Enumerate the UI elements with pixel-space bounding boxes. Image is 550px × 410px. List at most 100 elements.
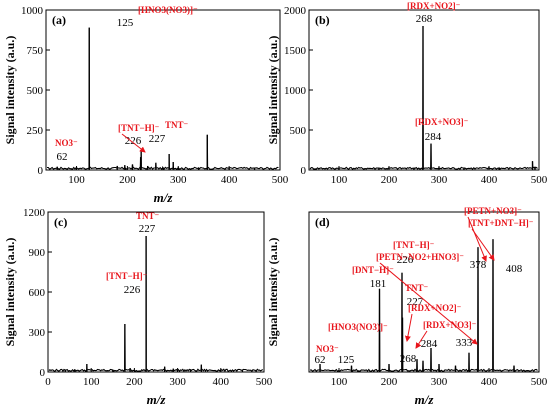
y-axis-label: Signal intensity (a.u.) (266, 36, 280, 145)
y-tick-label: 250 (27, 125, 44, 137)
panel-label: (c) (54, 215, 67, 229)
x-tick-label: 100 (83, 376, 100, 388)
y-tick-label: 2000 (284, 5, 307, 17)
peak-annotation-label: NO3⁻ (55, 138, 78, 148)
annotation-arrow (121, 133, 146, 153)
y-axis-label: Signal intensity (a.u.) (3, 238, 17, 347)
x-tick-label: 400 (221, 174, 238, 186)
y-tick-label: 1200 (23, 207, 46, 219)
panel-label: (d) (315, 215, 330, 229)
peak-mz-label: 226 (124, 284, 141, 296)
peak-mz-label: 268 (416, 13, 433, 25)
x-axis-label: m/z (415, 392, 435, 407)
peak-annotation-label: [HNO3(NO3)]⁻ (328, 322, 388, 332)
peak-annotation-label: NO3⁻ (316, 344, 339, 354)
x-tick-label: 500 (531, 376, 548, 388)
peak-mz-label: 333 (456, 337, 473, 349)
x-tick-label: 100 (331, 174, 348, 186)
spectrum-line (47, 27, 279, 171)
peak-mz-label: 227 (139, 223, 156, 235)
annotation-arrow (467, 216, 487, 262)
peak-mz-label: 408 (506, 263, 523, 275)
panel-c: 0 100 200 300 400 500 0 300 600 900 1200 (c) Signal … (3, 207, 273, 407)
y-tick-label: 750 (27, 45, 44, 57)
peak-mz-label: 226 (125, 135, 142, 147)
y-axis-label: Signal intensity (a.u.) (3, 36, 17, 145)
x-tick-label: 0 (45, 376, 51, 388)
peak-mz-label: 62 (57, 151, 68, 163)
peak-annotation-label: [HNO3(NO3)]⁻ (138, 5, 198, 15)
y-axis-label: Signal intensity (a.u.) (266, 238, 280, 347)
y-tick-label: 0 (40, 367, 46, 379)
peak-annotation-label: [TNT+DNT−H]⁻ (468, 218, 534, 228)
peak-annotation-label: [TNT−H]⁻ (106, 271, 148, 281)
y-tick-label: 1500 (284, 45, 307, 57)
panel-b: 100 200 300 400 500 0 500 1000 1500 2000 (b) Signal… (266, 1, 548, 186)
peak-annotation-label: [TNT−H]⁻ (118, 123, 160, 133)
y-tick-label: 500 (290, 125, 307, 137)
x-tick-label: 200 (381, 376, 398, 388)
x-tick-label: 100 (331, 376, 348, 388)
plot-frame (308, 211, 540, 373)
y-tick-label: 900 (29, 247, 46, 259)
x-tick-label: 200 (119, 174, 136, 186)
x-axis-label: m/z (147, 392, 167, 407)
peak-annotation-label: TNT⁻ (405, 283, 429, 293)
panel-d: 100 200 300 400 500 (d) Signal intensity (a.u.… (266, 206, 548, 407)
peak-mz-label: 181 (370, 278, 387, 290)
plot-frame (45, 9, 281, 171)
y-tick-label: 500 (27, 85, 44, 97)
peak-mz-label: 125 (117, 17, 134, 29)
x-tick-label: 200 (381, 174, 398, 186)
x-tick-label: 400 (213, 376, 230, 388)
x-tick-label: 500 (272, 174, 289, 186)
y-tick-label: 1000 (21, 5, 44, 17)
annotation-arrow (379, 262, 478, 345)
peak-mz-label: 125 (338, 354, 355, 366)
y-tick-label: 0 (38, 165, 44, 177)
y-tick-label: 1000 (284, 85, 307, 97)
plot-frame (308, 9, 540, 171)
x-tick-label: 100 (68, 174, 85, 186)
peak-mz-label: 284 (425, 131, 442, 143)
x-axis-label: m/z (154, 190, 174, 205)
x-tick-label: 300 (169, 376, 186, 388)
x-tick-label: 300 (431, 174, 448, 186)
peak-mz-label: 226 (397, 254, 414, 266)
peak-mz-label: 284 (421, 338, 438, 350)
x-tick-label: 500 (531, 174, 548, 186)
peak-annotation-label: [RDX+NO3]⁻ (423, 320, 477, 330)
x-tick-label: 300 (170, 174, 187, 186)
x-tick-label: 300 (431, 376, 448, 388)
panel-label: (a) (52, 13, 66, 27)
peak-annotation-label: [DNT−H]⁻ (352, 265, 394, 275)
peak-annotation-label: TNT⁻ (165, 120, 189, 130)
panel-label: (b) (315, 13, 330, 27)
x-tick-label: 400 (481, 174, 498, 186)
peak-annotation-label: [RDX+NO2]⁻ (407, 1, 461, 11)
spectrum-line (48, 235, 264, 373)
y-tick-label: 0 (301, 165, 307, 177)
x-tick-label: 400 (481, 376, 498, 388)
plot-frame (47, 211, 265, 373)
y-tick-label: 300 (29, 327, 46, 339)
x-tick-label: 500 (256, 376, 273, 388)
spectrum-line (309, 25, 538, 171)
x-tick-label: 200 (126, 376, 143, 388)
annotation-arrow (471, 228, 495, 261)
peak-annotation-label: [RDX+NO3]⁻ (415, 117, 469, 127)
annotation-arrow (404, 313, 413, 342)
y-tick-label: 600 (29, 287, 46, 299)
peak-annotation-label: TNT⁻ (136, 211, 160, 221)
peak-mz-label: 378 (470, 259, 487, 271)
peak-mz-label: 62 (315, 354, 326, 366)
peak-mz-label: 268 (400, 353, 417, 365)
peak-annotation-label: [PETN−NO2+HNO3]⁻ (376, 252, 464, 262)
peak-annotation-label: [TNT−H]⁻ (393, 240, 435, 250)
panel-a: 100 200 300 400 500 0 250 500 750 1000 (a) Signal i… (3, 5, 289, 205)
peak-mz-label: 227 (149, 133, 166, 145)
peak-annotation-label: [RDX+NO2]⁻ (408, 303, 462, 313)
annotation-arrow (415, 330, 428, 349)
peak-mz-label: 227 (407, 296, 424, 308)
